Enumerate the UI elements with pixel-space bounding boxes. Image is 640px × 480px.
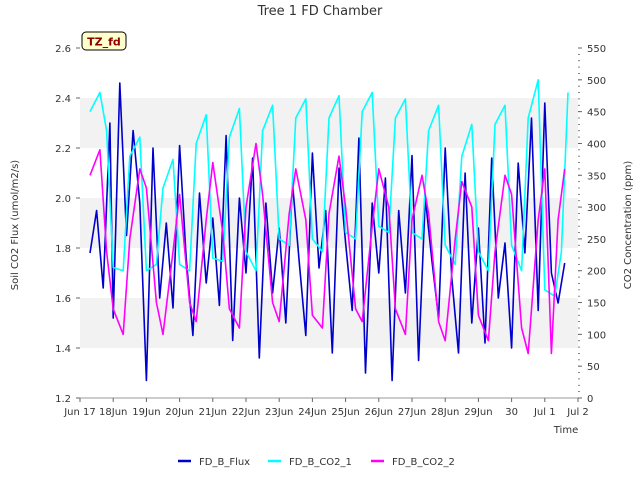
x-tick-label: 26Jun	[365, 407, 393, 418]
y-tick-label: 1.6	[55, 294, 71, 305]
y2-tick-label: 500	[587, 76, 606, 87]
y-tick-label: 2.0	[55, 194, 71, 205]
x-tick-label: 27Jun	[398, 407, 426, 418]
y2-tick-label: 0	[587, 394, 593, 405]
y2-tick-label: 550	[587, 44, 606, 55]
x-axis-label: Time	[553, 425, 578, 436]
y2-tick-label: 150	[587, 299, 606, 310]
series-line-fd-b-co2-2	[89, 142, 566, 355]
y2-tick-label: 350	[587, 171, 606, 182]
y2-tick-label: 250	[587, 235, 606, 246]
x-tick-label: 25Jun	[331, 407, 359, 418]
legend-label-flux: FD_B_Flux	[199, 457, 250, 468]
y2-tick-label: 400	[587, 139, 606, 150]
series-layer	[89, 79, 569, 382]
timezone-badge-box	[81, 31, 127, 51]
x-tick-label: Jul 2	[566, 407, 589, 418]
y2-tick-label: 450	[587, 108, 606, 119]
x-tick-label: 30	[505, 407, 518, 418]
timezone-badge: TZ_fd	[81, 31, 127, 51]
x-tick-label: 23Jun	[265, 407, 293, 418]
y2-tick-label: 200	[587, 267, 606, 278]
x-tick-label: 22Jun	[232, 407, 260, 418]
x-tick-label: 19Jun	[132, 407, 160, 418]
y2-tick-label: 50	[587, 362, 600, 373]
y-tick-label: 1.8	[55, 244, 71, 255]
x-tick-label: Jul 1	[533, 407, 556, 418]
y-tick-label: 1.4	[55, 344, 71, 355]
y2-tick-label: 100	[587, 330, 606, 341]
legend: FD_B_Flux FD_B_CO2_1 FD_B_CO2_2	[178, 457, 455, 468]
series-line-fd-b-co2-1	[89, 79, 569, 298]
x-tick-label: Jun 17	[63, 407, 96, 418]
x-tick-label: 18Jun	[99, 407, 127, 418]
x-tick-label: 20Jun	[165, 407, 193, 418]
x-tick-label: 28Jun	[431, 407, 459, 418]
y2-tick-label: 300	[587, 203, 606, 214]
timezone-badge-label: TZ_fd	[87, 36, 121, 49]
legend-label-co2-2: FD_B_CO2_2	[392, 457, 455, 468]
y-tick-label: 2.4	[55, 94, 71, 105]
y-tick-label: 2.6	[55, 44, 71, 55]
y-tick-label: 2.2	[55, 144, 71, 155]
series-line-fd-b-flux	[89, 82, 566, 382]
x-tick-label: 21Jun	[199, 407, 227, 418]
x-tick-label: 29Jun	[464, 407, 492, 418]
y-tick-label: 1.2	[55, 394, 71, 405]
chart-title: Tree 1 FD Chamber	[257, 4, 383, 19]
y2-axis-label: CO2 Concentration (ppm)	[623, 161, 634, 290]
axes-layer: 1.2 1.4 1.6 1.8 2.0 2.2 2.4 2.6 0 50 100 150 200 250 3…	[55, 44, 606, 418]
legend-label-co2-1: FD_B_CO2_1	[289, 457, 352, 468]
x-tick-label: 24Jun	[298, 407, 326, 418]
grid-band	[80, 298, 578, 348]
y-axis-label: Soil CO2 Flux (umol/m2/s)	[10, 160, 21, 290]
